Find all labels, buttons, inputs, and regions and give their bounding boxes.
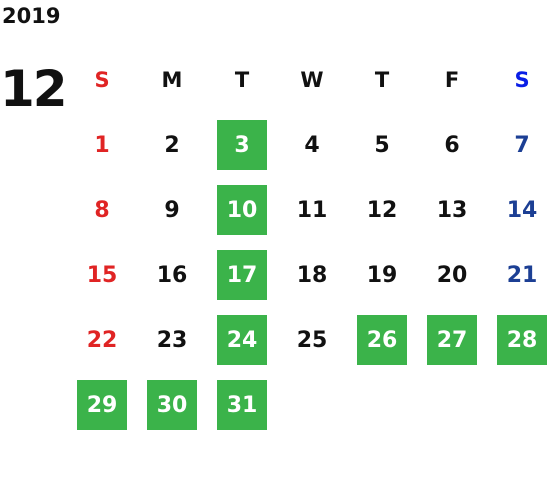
marked-day[interactable]: 29 xyxy=(77,380,127,430)
weekday: T xyxy=(234,68,250,92)
day[interactable]: 7 xyxy=(514,132,530,158)
day[interactable]: 14 xyxy=(506,197,538,223)
day[interactable]: 23 xyxy=(156,327,188,353)
weekday: M xyxy=(161,68,183,92)
marked-day[interactable]: 3 xyxy=(217,120,267,170)
day[interactable]: 2 xyxy=(164,132,180,158)
weekday: S xyxy=(94,68,110,92)
marked-day[interactable]: 31 xyxy=(217,380,267,430)
month: 12 xyxy=(0,60,68,118)
day[interactable]: 6 xyxy=(444,132,460,158)
weekday: S xyxy=(514,68,530,92)
day[interactable]: 13 xyxy=(436,197,468,223)
day[interactable]: 25 xyxy=(296,327,328,353)
year: 2019 xyxy=(2,4,61,28)
day[interactable]: 9 xyxy=(164,197,180,223)
marked-day[interactable]: 27 xyxy=(427,315,477,365)
day[interactable]: 8 xyxy=(94,197,110,223)
weekday: T xyxy=(374,68,390,92)
weekday: F xyxy=(444,68,460,92)
day[interactable]: 12 xyxy=(366,197,398,223)
day[interactable]: 20 xyxy=(436,262,468,288)
weekday: W xyxy=(300,68,324,92)
day[interactable]: 22 xyxy=(86,327,118,353)
day[interactable]: 19 xyxy=(366,262,398,288)
day[interactable]: 21 xyxy=(506,262,538,288)
day[interactable]: 18 xyxy=(296,262,328,288)
marked-day[interactable]: 28 xyxy=(497,315,547,365)
marked-day[interactable]: 10 xyxy=(217,185,267,235)
day[interactable]: 1 xyxy=(94,132,110,158)
day[interactable]: 4 xyxy=(304,132,320,158)
day[interactable]: 16 xyxy=(156,262,188,288)
marked-day[interactable]: 17 xyxy=(217,250,267,300)
marked-day[interactable]: 24 xyxy=(217,315,267,365)
marked-day[interactable]: 30 xyxy=(147,380,197,430)
marked-day[interactable]: 26 xyxy=(357,315,407,365)
day[interactable]: 11 xyxy=(296,197,328,223)
day[interactable]: 15 xyxy=(86,262,118,288)
day[interactable]: 5 xyxy=(374,132,390,158)
